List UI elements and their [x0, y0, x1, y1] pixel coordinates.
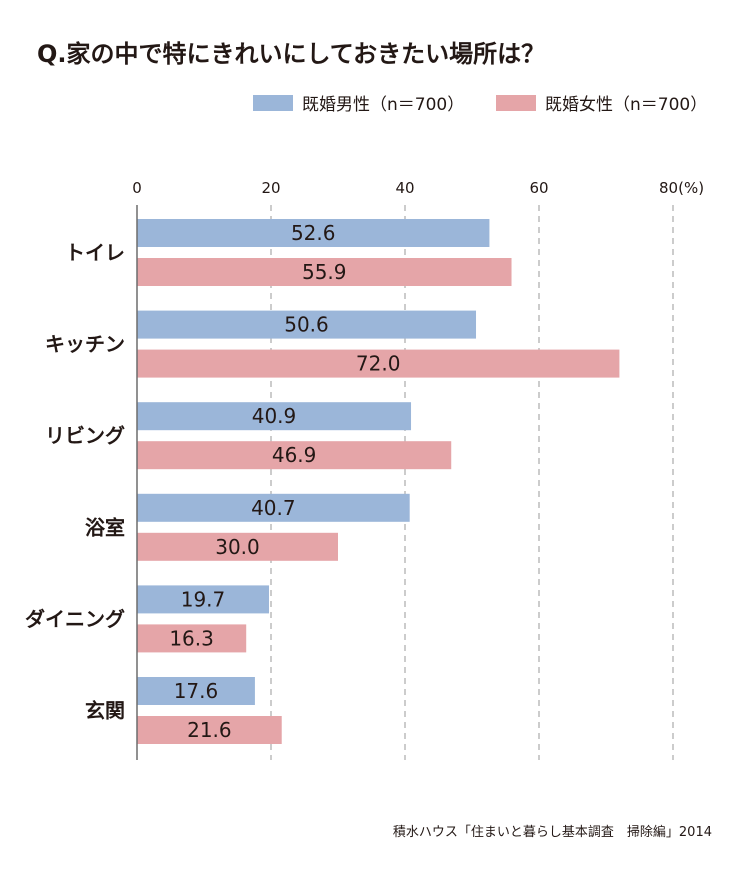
legend-label-female: 既婚女性（n＝700）	[545, 95, 707, 115]
bar-male-5	[137, 677, 255, 705]
data-label: 16.3	[169, 626, 214, 650]
category-label: 浴室	[85, 515, 125, 539]
data-label: 72.0	[356, 352, 401, 376]
data-label: 30.0	[215, 535, 260, 559]
data-label: 52.6	[291, 221, 336, 245]
bar-female-3	[137, 532, 338, 561]
data-label: 50.6	[284, 313, 329, 337]
category-label: キッチン	[45, 332, 125, 356]
data-label: 55.9	[302, 260, 347, 284]
bar-female-0	[137, 258, 512, 286]
legend-swatch-female	[496, 95, 536, 111]
x-tick-label: 20	[261, 179, 280, 197]
category-label: ダイニング	[25, 607, 125, 631]
data-label: 40.9	[252, 404, 297, 428]
category-label: トイレ	[65, 241, 125, 265]
x-axis-tick-labels: 0 20 40 60 80(%)	[132, 179, 704, 197]
legend-swatch-male	[253, 95, 293, 111]
bar-male-0	[137, 219, 490, 247]
bar-male-4	[137, 585, 269, 614]
data-label: 40.7	[251, 496, 296, 520]
gridlines	[270, 205, 674, 760]
data-label: 21.6	[187, 718, 232, 742]
data-label: 46.9	[272, 443, 317, 467]
data-label: 19.7	[181, 587, 226, 611]
bar-female-4	[137, 624, 247, 653]
data-label: 17.6	[174, 679, 219, 703]
source-note: 積水ハウス「住まいと暮らし基本調査 掃除編」2014	[393, 824, 712, 840]
bar-male-3	[137, 493, 410, 522]
bar-male-2	[137, 402, 412, 431]
category-label: リビング	[45, 424, 125, 448]
bar-female-5	[137, 716, 282, 744]
x-tick-label: 0	[132, 179, 142, 197]
bar-female-1	[137, 349, 620, 378]
category-label: 玄関	[85, 699, 125, 723]
bars: 52.6 55.9 50.6 72.0 40.9 46.9 40.7 30.0 19.7 16.3…	[137, 219, 620, 744]
x-tick-label: 80(%)	[659, 179, 704, 197]
bar-female-2	[137, 441, 452, 470]
bar-male-1	[137, 310, 477, 339]
x-tick-label: 40	[395, 179, 414, 197]
chart-title: Q.家の中で特にきれいにしておきたい場所は？	[37, 40, 545, 68]
x-tick-label: 60	[529, 179, 548, 197]
legend: 既婚男性（n＝700） 既婚女性（n＝700）	[253, 95, 707, 115]
legend-label-male: 既婚男性（n＝700）	[302, 95, 464, 115]
